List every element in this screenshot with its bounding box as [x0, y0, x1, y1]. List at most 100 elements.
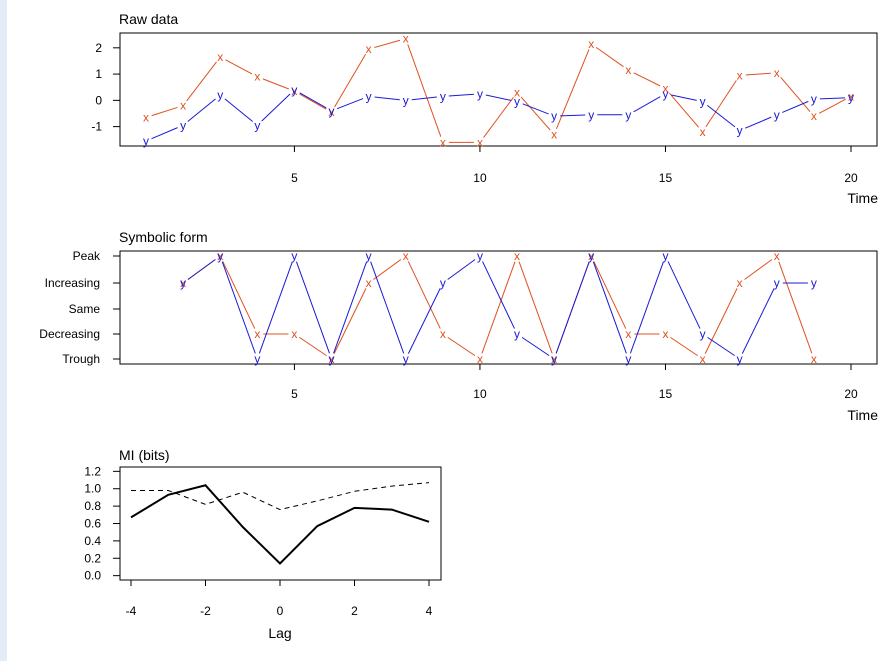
series-segment	[186, 61, 217, 102]
data-point-y: y	[217, 88, 223, 102]
data-point-y: y	[143, 134, 149, 148]
series-segment	[222, 261, 256, 329]
series-segment	[407, 44, 442, 137]
data-point-y: y	[329, 104, 335, 118]
series-segment	[521, 336, 550, 357]
x-tick-label: 5	[291, 387, 298, 401]
data-point-y: y	[700, 327, 706, 341]
y-tick-label: -1	[91, 120, 102, 134]
data-point-x: x	[514, 85, 520, 99]
data-point-x: x	[143, 110, 149, 124]
data-point-x: x	[551, 352, 557, 366]
data-point-x: x	[254, 327, 260, 341]
series-segment	[258, 261, 293, 354]
data-point-y: y	[440, 276, 446, 290]
series-segment	[670, 336, 698, 357]
x-tick-label: 10	[473, 387, 487, 401]
data-point-y: y	[477, 249, 483, 263]
data-point-y: y	[180, 118, 186, 132]
data-point-x: x	[403, 249, 409, 263]
x-axis-label: Lag	[268, 625, 291, 641]
data-point-x: x	[254, 70, 260, 84]
series-segment	[336, 98, 364, 110]
data-point-y: y	[662, 249, 668, 263]
data-point-x: x	[329, 352, 335, 366]
series-segment	[671, 94, 697, 101]
data-point-y: y	[291, 83, 297, 97]
y-tick-label: Decreasing	[39, 327, 100, 341]
x-axis-label: Time	[847, 407, 878, 423]
data-point-x: x	[662, 82, 668, 96]
x-tick-label: 5	[291, 171, 298, 185]
y-tick-label: 0.6	[84, 517, 101, 531]
y-tick-label: 1.2	[84, 464, 101, 478]
data-point-x: x	[291, 327, 297, 341]
data-point-x: x	[514, 249, 520, 263]
series-segment	[592, 261, 627, 354]
data-point-x: x	[588, 37, 594, 51]
data-point-y: y	[848, 91, 854, 105]
series-segment	[707, 104, 736, 128]
series-segment	[668, 92, 700, 128]
series-segment	[518, 261, 553, 354]
data-point-y: y	[403, 352, 409, 366]
data-point-x: x	[477, 352, 483, 366]
series-segment	[705, 80, 737, 128]
y-tick-label: 1.0	[84, 482, 101, 496]
series-y: y y y y y y y y y y y y y y y y y y	[180, 249, 817, 366]
x-tick-label: 10	[473, 171, 487, 185]
data-point-y: y	[551, 109, 557, 123]
series-y: y y y y y y y y y y y y y y y y y y y y	[143, 83, 854, 148]
series-segment	[633, 72, 661, 87]
y-tick-label: Same	[69, 302, 101, 316]
series-segment	[151, 106, 178, 117]
series-segment	[221, 261, 256, 354]
y-tick-label: Increasing	[45, 276, 100, 290]
data-point-x: x	[329, 105, 335, 119]
series-segment	[447, 259, 476, 280]
data-point-y: y	[811, 276, 817, 290]
series-segment	[374, 96, 400, 101]
data-point-y: y	[366, 249, 372, 263]
data-point-y: y	[180, 276, 186, 290]
data-point-x: x	[366, 276, 372, 290]
data-point-y: y	[477, 87, 483, 101]
series-line-dashed	[131, 482, 430, 511]
x-tick-label: 15	[659, 171, 673, 185]
series-segment	[745, 72, 771, 76]
series-segment	[374, 39, 401, 48]
data-point-x: x	[774, 249, 780, 263]
chart-title: MI (bits)	[119, 447, 170, 463]
series-segment	[704, 288, 738, 354]
data-point-y: y	[291, 249, 297, 263]
x-tick-label: -2	[200, 604, 211, 618]
series-segment	[447, 336, 476, 357]
series-segment	[780, 77, 811, 112]
data-point-x: x	[774, 66, 780, 80]
data-point-x: x	[811, 109, 817, 123]
series-segment	[224, 98, 253, 122]
data-point-y: y	[254, 118, 260, 132]
data-point-y: y	[514, 95, 520, 109]
data-point-y: y	[329, 352, 335, 366]
y-tick-label: 0.2	[84, 551, 101, 565]
series-segment	[333, 288, 367, 354]
data-point-y: y	[774, 276, 780, 290]
series-segment	[707, 336, 735, 357]
data-point-x: x	[588, 249, 594, 263]
series-segment	[778, 261, 813, 354]
x-tick-label: -4	[126, 604, 137, 618]
data-point-x: x	[625, 327, 631, 341]
series-segment	[520, 96, 551, 131]
data-point-y: y	[774, 108, 780, 122]
series-segment	[633, 96, 661, 113]
data-point-x: x	[700, 352, 706, 366]
series-segment	[482, 261, 515, 329]
x-tick-label: 2	[351, 604, 358, 618]
series-segment	[555, 261, 590, 354]
series-segment	[411, 96, 437, 101]
data-point-y: y	[514, 327, 520, 341]
series-segment	[295, 261, 330, 354]
y-tick-label: 0.8	[84, 499, 101, 513]
